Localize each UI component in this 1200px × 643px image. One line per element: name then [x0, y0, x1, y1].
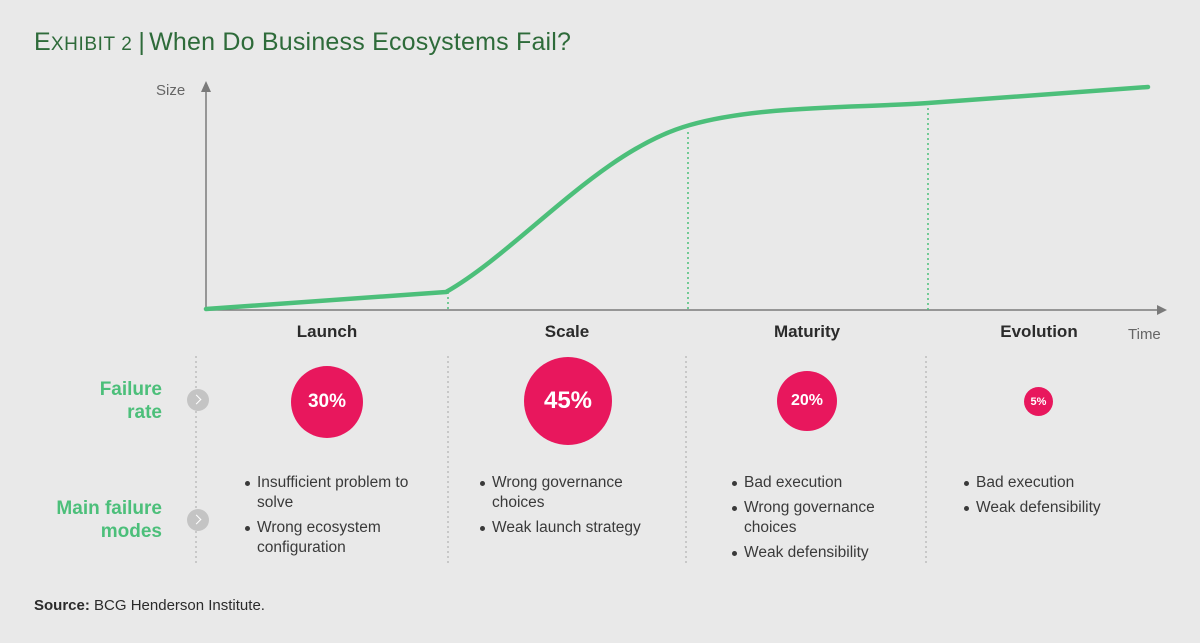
chevron-right-icon: [187, 509, 209, 531]
y-axis-arrow: [201, 81, 211, 92]
failure-mode-item: Wrong governance choices: [731, 498, 911, 538]
chevron-right-icon: [187, 389, 209, 411]
x-axis-label: Time: [1128, 326, 1161, 343]
failure-rate-circle-evolution: 5%: [1024, 387, 1053, 416]
phase-maturity-label: Maturity: [773, 322, 841, 341]
failure-mode-item: Weak defensibility: [731, 543, 911, 563]
y-axis-label: Size: [156, 82, 185, 99]
failure-modes-launch: Insufficient problem to solve Wrong ecos…: [244, 473, 424, 563]
phase-evolution-label: Evolution: [1000, 322, 1078, 341]
failure-rate-label-line-1: Failure: [99, 379, 162, 400]
failure-modes-scale: Wrong governance choices Weak launch str…: [479, 473, 659, 543]
failure-modes-maturity: Bad execution Wrong governance choices W…: [731, 473, 911, 568]
x-axis-arrow: [1157, 305, 1167, 315]
failure-mode-item: Insufficient problem to solve: [244, 473, 424, 513]
failure-modes-label-line-2: modes: [100, 521, 162, 542]
failure-mode-item: Weak defensibility: [963, 498, 1143, 518]
title-text: When Do Business Ecosystems Fail?: [149, 28, 572, 56]
source-label: Source:: [34, 597, 90, 614]
failure-modes-row-label: Main failure modes: [2, 497, 162, 543]
failure-modes-evolution: Bad execution Weak defensibility: [963, 473, 1143, 523]
growth-curve: [203, 84, 1151, 312]
exhibit-title: Exhibit 2 | When Do Business Ecosystems Fa…: [34, 28, 571, 57]
failure-mode-item: Bad execution: [963, 473, 1143, 493]
failure-mode-item: Wrong governance choices: [479, 473, 659, 513]
failure-mode-item: Wrong ecosystem configuration: [244, 518, 424, 558]
phase-scale-label: Scale: [544, 322, 590, 341]
failure-rate-row-label: Failure rate: [2, 378, 162, 424]
failure-mode-item: Bad execution: [731, 473, 911, 493]
phase-launch-label: Launch: [296, 322, 358, 341]
failure-rate-circle-scale: 45%: [524, 357, 612, 445]
source-text: BCG Henderson Institute.: [94, 597, 265, 614]
failure-rate-circle-launch: 30%: [291, 366, 363, 438]
failure-mode-item: Weak launch strategy: [479, 518, 659, 538]
failure-rate-circle-maturity: 20%: [777, 371, 837, 431]
exhibit-number: xhibit 2: [50, 34, 133, 55]
failure-modes-label-line-1: Main failure: [56, 498, 162, 519]
failure-rate-label-line-2: rate: [127, 402, 162, 423]
exhibit-number-initial: E: [34, 28, 51, 56]
title-separator: |: [138, 28, 146, 56]
source-note: Source: BCG Henderson Institute.: [34, 597, 265, 614]
